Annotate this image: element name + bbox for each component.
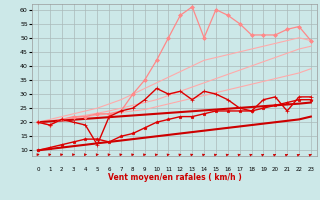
X-axis label: Vent moyen/en rafales ( km/h ): Vent moyen/en rafales ( km/h ) (108, 174, 241, 182)
